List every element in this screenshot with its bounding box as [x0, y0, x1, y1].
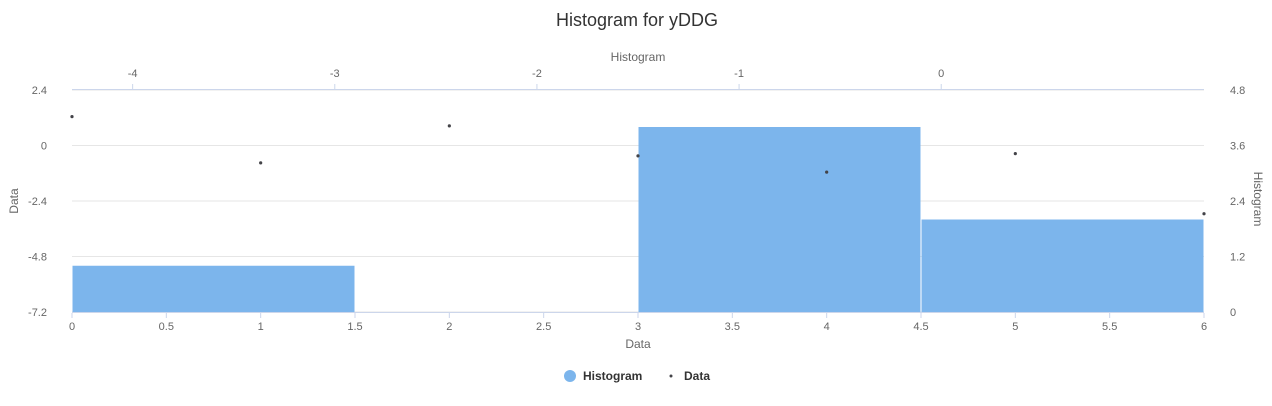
- histogram-bar[interactable]: [73, 266, 355, 312]
- x-top-tick-label: -4: [128, 68, 138, 80]
- x-bottom-tick-label: 1.5: [347, 321, 362, 333]
- y-right-tick-label: 3.6: [1230, 141, 1245, 153]
- x-top-tick-label: -2: [532, 68, 542, 80]
- y-right-tick-label: 0: [1230, 307, 1236, 319]
- y-right-tick-label: 2.4: [1230, 196, 1245, 208]
- x-bottom-tick-label: 2.5: [536, 321, 551, 333]
- x-bottom-tick-label: 6: [1201, 321, 1207, 333]
- x-bottom-tick-label: 1: [258, 321, 264, 333]
- x-axis-bottom: 0 0.5 1 1.5 2 2.5 3 3.5 4 4.5 5 5.5 6: [69, 313, 1207, 333]
- y-axis-left: 2.4 0 -2.4 -4.8 -7.2: [28, 85, 47, 319]
- x-bottom-tick-label: 3.5: [725, 321, 740, 333]
- data-point[interactable]: [636, 154, 639, 157]
- data-point[interactable]: [448, 124, 451, 127]
- y-left-tick-label: 2.4: [32, 85, 47, 97]
- y-axis-left-title: Data: [7, 188, 21, 214]
- y-axis-right: 4.8 3.6 2.4 1.2 0: [1230, 85, 1245, 319]
- y-right-tick-label: 4.8: [1230, 85, 1245, 97]
- x-axis-top: -4 -3 -2 -1 0: [128, 68, 945, 89]
- x-bottom-tick-label: 4.5: [913, 321, 928, 333]
- x-bottom-tick-label: 5.5: [1102, 321, 1117, 333]
- y-left-tick-label: 0: [41, 141, 47, 153]
- legend-item-data[interactable]: Data: [670, 369, 711, 383]
- legend-label-histogram: Histogram: [583, 369, 642, 383]
- legend-symbol-histogram: [564, 370, 576, 382]
- x-top-tick-label: 0: [938, 68, 944, 80]
- x-top-tick-label: -3: [330, 68, 340, 80]
- x-bottom-tick-label: 0: [69, 321, 75, 333]
- data-point[interactable]: [1014, 152, 1017, 155]
- data-point[interactable]: [825, 170, 828, 173]
- y-axis-right-title: Histogram: [1251, 172, 1265, 227]
- x-bottom-tick-label: 2: [446, 321, 452, 333]
- x-bottom-tick-label: 0.5: [159, 321, 174, 333]
- legend-symbol-data: [670, 375, 673, 378]
- x-axis-bottom-title: Data: [625, 337, 651, 351]
- data-point[interactable]: [70, 115, 73, 118]
- legend-label-data: Data: [684, 369, 710, 383]
- y-left-tick-label: -2.4: [28, 196, 47, 208]
- y-right-tick-label: 1.2: [1230, 252, 1245, 264]
- y-left-tick-label: -7.2: [28, 307, 47, 319]
- x-bottom-tick-label: 5: [1012, 321, 1018, 333]
- x-bottom-tick-label: 4: [824, 321, 830, 333]
- chart-title: Histogram for yDDG: [556, 10, 718, 30]
- data-point[interactable]: [1202, 212, 1205, 215]
- histogram-bar[interactable]: [922, 220, 1204, 313]
- data-point[interactable]: [259, 161, 262, 164]
- x-axis-top-title: Histogram: [611, 50, 666, 64]
- legend: Histogram Data: [564, 369, 710, 383]
- histogram-bar[interactable]: [639, 127, 921, 312]
- data-points: [70, 115, 1205, 215]
- y-left-tick-label: -4.8: [28, 252, 47, 264]
- x-top-tick-label: -1: [734, 68, 744, 80]
- legend-item-histogram[interactable]: Histogram: [564, 369, 642, 383]
- x-bottom-tick-label: 3: [635, 321, 641, 333]
